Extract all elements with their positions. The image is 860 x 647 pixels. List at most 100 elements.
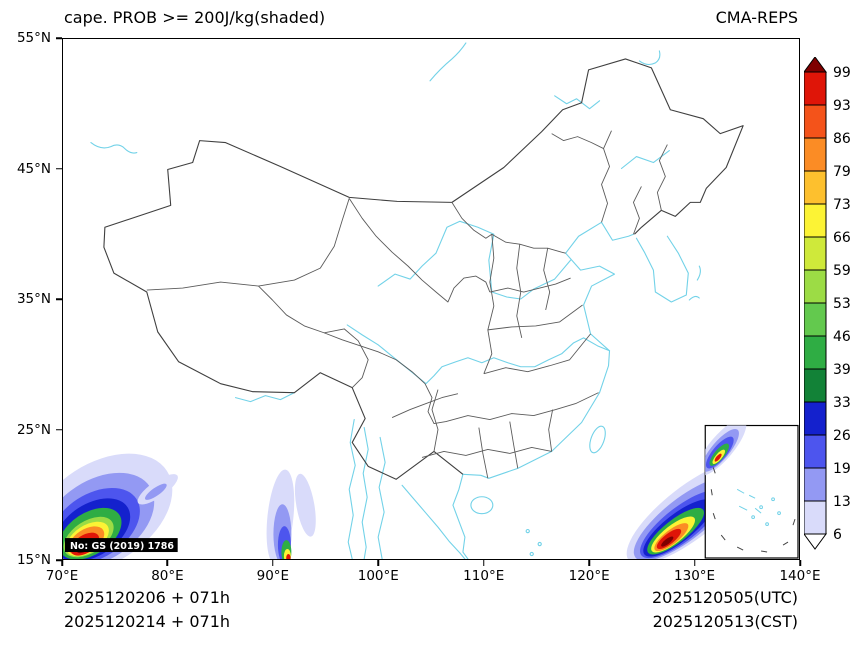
y-tick-label: 45°N [16, 160, 51, 177]
island-dot [537, 541, 542, 547]
x-tick-label: 90°E [256, 568, 290, 584]
province-border [633, 186, 642, 235]
x-tick-label: 80°E [151, 568, 184, 584]
colorbar-segment [803, 71, 827, 106]
x-tick [61, 560, 63, 566]
y-tick [56, 298, 62, 300]
model-label: CMA-REPS [715, 8, 798, 27]
x-tick-label: 120°E [568, 568, 610, 584]
yangtze-river [346, 324, 611, 385]
valid-time-line-utc: 2025120505(UTC) [652, 588, 798, 607]
province-border [487, 304, 583, 331]
x-axis: 70°E 80°E 90°E 100°E 110°E 120°E 130°E 140°E [46, 560, 821, 590]
amur-river [554, 50, 661, 110]
colorbar-segment [803, 434, 827, 469]
license-badge: No: GS (2019) 1786 [64, 538, 178, 553]
inset-islands [736, 488, 781, 527]
x-tick-label: 110°E [463, 568, 505, 584]
valid-time-line-cst: 2025120513(CST) [652, 612, 798, 631]
colorbar-level-label: 66 [833, 230, 851, 246]
colorbar-segment [803, 368, 827, 403]
province-border [421, 446, 552, 458]
x-tick [272, 560, 274, 566]
x-tick [693, 560, 696, 566]
x-tick-label: 100°E [357, 568, 399, 584]
x-tick [377, 560, 380, 566]
init-times: 2025120206 + 071h 2025120214 + 071h [64, 586, 230, 634]
y-tick-label: 25°N [16, 421, 51, 438]
taiwan-island [589, 425, 606, 454]
colorbar-segment [803, 500, 827, 535]
lake-baikal [429, 42, 467, 82]
init-time-line-2: 2025120214 + 071h [64, 612, 231, 631]
x-tick [166, 560, 169, 566]
y-tick-label: 15°N [16, 552, 51, 568]
province-border [445, 392, 599, 422]
coastlines-and-rivers [90, 42, 701, 559]
license-badge-bg [64, 538, 178, 553]
y-tick [56, 37, 62, 39]
colorbar-segment [803, 401, 827, 436]
map-license-note: No: GS (2019) 1786 [70, 541, 174, 552]
korea-coastline [635, 235, 689, 303]
x-tick [588, 560, 590, 566]
y-tick-label: 55°N [16, 30, 51, 46]
province-border [424, 383, 447, 424]
colorbar-svg: 99 93 86 79 73 66 59 53 46 39 33 26 19 13 6 [803, 56, 851, 550]
y-axis: 55°N 45°N 35°N 25°N 15°N [0, 30, 62, 568]
province-border [348, 198, 491, 303]
province-border [483, 234, 495, 374]
init-time-line-1: 2025120206 + 071h [64, 588, 231, 607]
colorbar-segment [803, 467, 827, 502]
china-coastline [462, 221, 634, 479]
province-border [478, 427, 489, 479]
valid-times: 2025120505(UTC) 2025120513(CST) [652, 586, 798, 634]
province-border [391, 393, 459, 418]
colorbar-level-label: 13 [833, 494, 851, 510]
colorbar-top-arrow [803, 56, 827, 73]
colorbar: 99 93 86 79 73 66 59 53 46 39 33 26 19 13 6 [803, 56, 860, 553]
province-border [548, 409, 554, 452]
x-tick [799, 560, 801, 566]
y-tick [56, 559, 62, 561]
province-border [543, 248, 551, 311]
colorbar-segment [803, 269, 827, 304]
colorbar-level-label: 79 [833, 164, 851, 180]
colorbar-level-label: 33 [833, 395, 851, 411]
southeast-asia-rivers [347, 418, 466, 559]
japan-coast-fragment [688, 265, 701, 301]
colorbar-level-label: 86 [833, 131, 851, 147]
lake-balkhash [90, 142, 138, 154]
island-dot [525, 528, 530, 534]
island-dot [529, 551, 534, 557]
colorbar-level-label: 6 [833, 527, 842, 543]
hainan-island [470, 496, 494, 515]
plot-title: cape. PROB >= 200J/kg(shaded) [64, 8, 326, 27]
colorbar-segment [803, 302, 827, 337]
colorbar-segment [803, 104, 827, 139]
south-china-sea-inset [704, 424, 799, 559]
colorbar-segment [803, 335, 827, 370]
province-border [516, 244, 523, 338]
yellow-river [377, 220, 572, 300]
province-border [324, 332, 426, 385]
province-border [431, 389, 439, 452]
x-tick-label: 130°E [674, 568, 716, 584]
map-plot: No: GS (2019) 1786 [62, 38, 800, 560]
province-border [483, 333, 591, 375]
x-tick-label: 70°E [45, 568, 79, 584]
province-border [258, 285, 369, 388]
province-border [451, 202, 566, 254]
country-and-province-borders [103, 58, 744, 480]
brahmaputra-river [234, 392, 295, 403]
inset-dash-line [710, 467, 796, 553]
china-national-border [103, 58, 744, 480]
y-tick [56, 428, 62, 431]
vietnam-coastline [452, 473, 469, 559]
colorbar-bottom-arrow [803, 533, 827, 550]
y-tick-label: 35°N [16, 291, 51, 307]
colorbar-level-label: 26 [833, 428, 851, 444]
colorbar-segment [803, 236, 827, 271]
colorbar-segment [803, 203, 827, 238]
